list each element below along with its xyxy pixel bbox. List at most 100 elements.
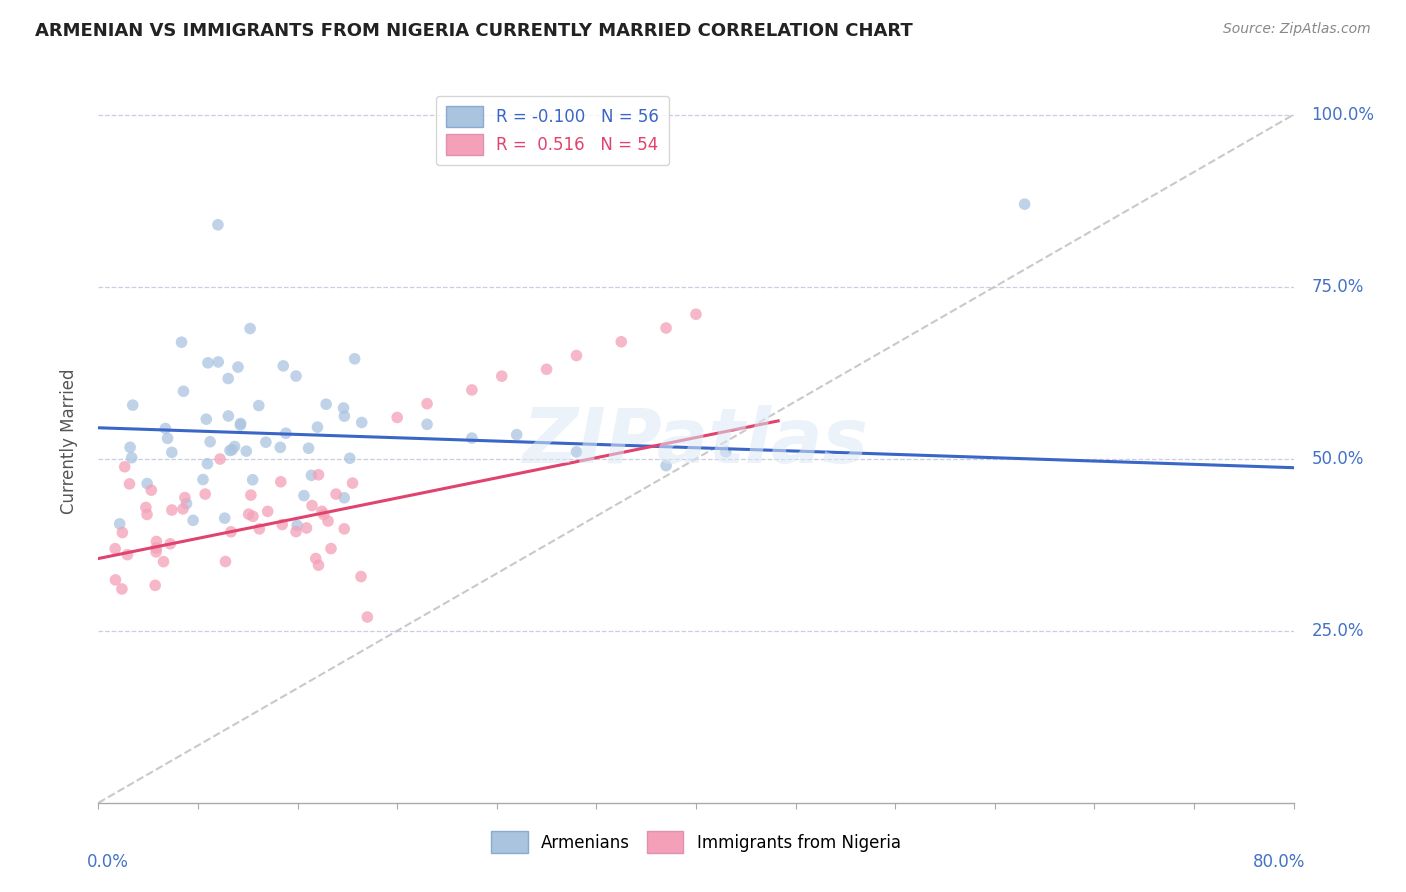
Point [416,397,439,411]
Point [156,431,179,445]
Text: 25.0%: 25.0% [1312,622,1364,640]
Y-axis label: Currently Married: Currently Married [59,368,77,515]
Point [247,399,270,413]
Point [145,545,167,559]
Point [305,551,328,566]
Point [152,555,174,569]
Point [308,467,330,482]
Point [385,410,409,425]
Text: 0.0%: 0.0% [87,854,128,871]
Point [155,421,177,435]
Point [536,362,558,376]
Point [235,444,257,458]
Point [135,500,157,515]
Point [308,558,330,573]
Point [655,321,678,335]
Point [333,491,356,505]
Point [229,417,252,431]
Point [172,501,194,516]
Point [311,504,333,518]
Point [160,445,183,459]
Point [209,452,232,467]
Point [343,351,366,366]
Point [219,524,242,539]
Point [117,548,139,562]
Point [104,541,127,556]
Point [312,508,335,522]
Point [655,458,678,473]
Point [173,491,195,505]
Point [339,451,361,466]
Point [238,507,260,521]
Point [491,369,513,384]
Point [221,442,243,457]
Point [295,521,318,535]
Point [226,360,249,375]
Text: 80.0%: 80.0% [1253,854,1306,871]
Point [254,435,277,450]
Point [121,398,143,412]
Point [285,518,308,533]
Text: 50.0%: 50.0% [1312,450,1364,467]
Point [325,487,347,501]
Point [207,355,229,369]
Point [111,525,134,540]
Point [342,476,364,491]
Point [145,541,167,555]
Point [271,359,294,373]
Point [224,440,246,454]
Point [242,473,264,487]
Point [256,504,278,518]
Point [191,473,214,487]
Point [297,442,319,456]
Point [229,417,252,432]
Point [714,445,737,459]
Point [143,578,166,592]
Point [214,555,236,569]
Point [176,497,198,511]
Point [270,475,292,489]
Point [197,356,219,370]
Point [136,508,159,522]
Point [214,511,236,525]
Text: ZIPatlas: ZIPatlas [523,405,869,478]
Point [172,384,194,399]
Point [239,488,262,502]
Point [159,537,181,551]
Point [350,416,373,430]
Point [118,476,141,491]
Point [111,582,134,596]
Point [565,349,588,363]
Point [610,334,633,349]
Point [285,524,308,539]
Point [333,522,356,536]
Point [292,489,315,503]
Point [565,445,588,459]
Point [285,369,308,384]
Point [307,420,329,434]
Point [170,335,193,350]
Point [333,409,356,424]
Point [217,409,239,423]
Point [301,499,323,513]
Point [160,503,183,517]
Point [108,516,131,531]
Point [114,459,136,474]
Text: ARMENIAN VS IMMIGRANTS FROM NIGERIA CURRENTLY MARRIED CORRELATION CHART: ARMENIAN VS IMMIGRANTS FROM NIGERIA CURR… [35,22,912,40]
Point [194,487,217,501]
Legend: Armenians, Immigrants from Nigeria: Armenians, Immigrants from Nigeria [485,825,907,860]
Point [685,307,707,321]
Point [416,417,439,432]
Point [195,412,218,426]
Point [332,401,354,415]
Point [219,443,242,458]
Point [461,383,484,397]
Point [461,431,484,445]
Point [239,321,262,335]
Point [274,426,297,441]
Point [145,534,167,549]
Point [316,514,339,528]
Text: 100.0%: 100.0% [1312,105,1375,124]
Point [315,397,337,411]
Point [197,457,219,471]
